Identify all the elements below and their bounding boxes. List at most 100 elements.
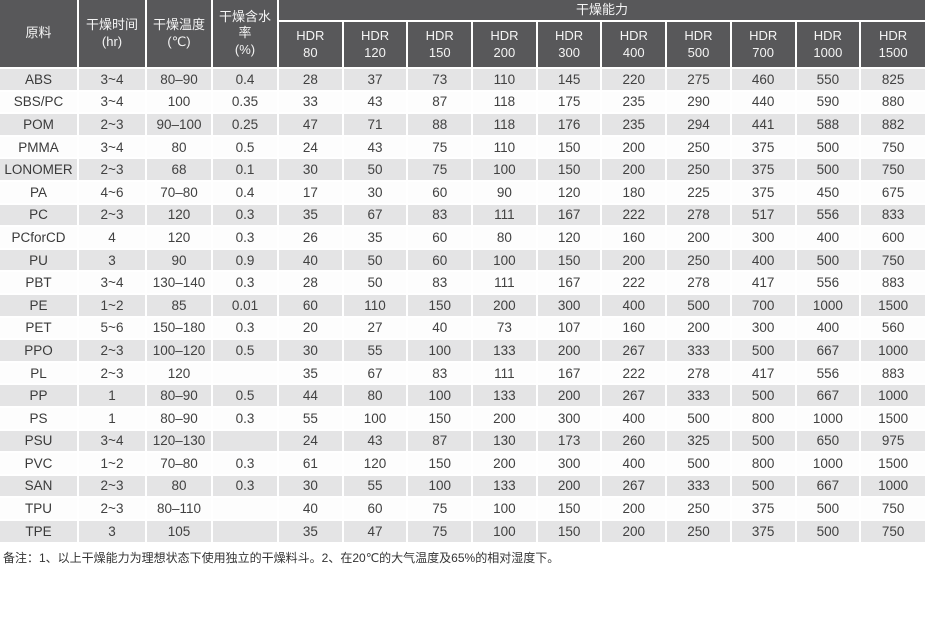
value-cell: 150 bbox=[535, 496, 603, 521]
value-cell: 111 bbox=[471, 270, 538, 295]
value-cell: 1500 bbox=[859, 292, 925, 318]
value-cell: 0.01 bbox=[211, 292, 279, 318]
value-cell: 667 bbox=[794, 473, 862, 499]
value-cell: 882 bbox=[859, 112, 925, 137]
value-cell: 44 bbox=[277, 383, 344, 408]
value-cell: 333 bbox=[665, 338, 732, 363]
value-cell: 3~4 bbox=[77, 89, 147, 115]
value-cell: 4 bbox=[77, 225, 147, 250]
value-cell: 120 bbox=[145, 202, 213, 228]
value-cell: 83 bbox=[406, 202, 474, 228]
material-cell: ABS bbox=[0, 67, 79, 92]
value-cell: 0.3 bbox=[211, 315, 279, 341]
value-cell: 167 bbox=[535, 202, 603, 228]
value-cell: 200 bbox=[535, 383, 603, 408]
value-cell: 120 bbox=[535, 225, 603, 250]
value-cell: 0.3 bbox=[211, 473, 279, 499]
value-cell: 73 bbox=[471, 315, 538, 341]
table-row: PPO 2~3 100–120 0.5 30 55 100 133 200 267 333 500 66… bbox=[0, 338, 925, 363]
value-cell: 278 bbox=[665, 270, 732, 295]
value-cell: 225 bbox=[665, 179, 732, 205]
value-cell: 173 bbox=[535, 428, 603, 454]
col-header-material: 原料 bbox=[0, 0, 79, 69]
material-cell: PP bbox=[0, 383, 79, 408]
value-cell: 0.3 bbox=[211, 202, 279, 228]
value-cell: 120 bbox=[341, 451, 409, 476]
col-header-moisture: 干燥含水率 (%) bbox=[211, 0, 279, 69]
value-cell: 40 bbox=[277, 247, 344, 273]
value-cell: 150 bbox=[535, 247, 603, 273]
value-cell: 100 bbox=[406, 383, 474, 408]
value-cell: 90 bbox=[145, 247, 213, 273]
col-header-hdr-4: HDR 200 bbox=[471, 20, 538, 69]
value-cell: 0.5 bbox=[211, 383, 279, 408]
value-cell: 400 bbox=[794, 225, 862, 250]
value-cell: 40 bbox=[406, 315, 474, 341]
value-cell: 0.35 bbox=[211, 89, 279, 115]
value-cell: 460 bbox=[729, 67, 797, 92]
value-cell: 517 bbox=[729, 202, 797, 228]
table-row: PC 2~3 120 0.3 35 67 83 111 167 222 278 517 556 833 bbox=[0, 202, 925, 228]
value-cell: 120–130 bbox=[145, 428, 213, 454]
value-cell: 375 bbox=[729, 496, 797, 521]
value-cell: 80–110 bbox=[145, 496, 213, 521]
value-cell: 0.5 bbox=[211, 134, 279, 160]
value-cell: 73 bbox=[406, 67, 474, 92]
value-cell: 100–120 bbox=[145, 338, 213, 363]
value-cell: 133 bbox=[471, 473, 538, 499]
value-cell: 3~4 bbox=[77, 67, 147, 92]
value-cell: 600 bbox=[859, 225, 925, 250]
table-row: SBS/PC 3~4 100 0.35 33 43 87 118 175 235 290 440 590… bbox=[0, 89, 925, 115]
header-hdr-row: HDR 80 HDR 120 HDR 150 HDR 200 HDR 300 HDR 40… bbox=[0, 20, 925, 69]
value-cell: 560 bbox=[859, 315, 925, 341]
value-cell: 150–180 bbox=[145, 315, 213, 341]
value-cell: 500 bbox=[729, 383, 797, 408]
value-cell: 550 bbox=[794, 67, 862, 92]
value-cell: 55 bbox=[277, 405, 344, 431]
value-cell: 28 bbox=[277, 270, 344, 295]
value-cell: 100 bbox=[471, 496, 538, 521]
value-cell: 83 bbox=[406, 360, 474, 386]
col-header-hdr-6: HDR 400 bbox=[600, 20, 668, 69]
value-cell: 300 bbox=[535, 292, 603, 318]
value-cell: 130 bbox=[471, 428, 538, 454]
value-cell: 3 bbox=[77, 518, 147, 544]
value-cell: 105 bbox=[145, 518, 213, 544]
value-cell: 500 bbox=[665, 405, 732, 431]
table-row: SAN 2~3 80 0.3 30 55 100 133 200 267 333 500 667 1000 bbox=[0, 473, 925, 499]
value-cell: 83 bbox=[406, 270, 474, 295]
value-cell: 278 bbox=[665, 202, 732, 228]
value-cell: 150 bbox=[535, 518, 603, 544]
value-cell: 43 bbox=[341, 428, 409, 454]
material-cell: PS bbox=[0, 405, 79, 431]
value-cell: 417 bbox=[729, 360, 797, 386]
material-cell: PE bbox=[0, 292, 79, 318]
value-cell: 1000 bbox=[859, 473, 925, 499]
value-cell: 667 bbox=[794, 383, 862, 408]
value-cell: 30 bbox=[277, 473, 344, 499]
value-cell: 35 bbox=[277, 360, 344, 386]
value-cell: 100 bbox=[406, 473, 474, 499]
value-cell: 150 bbox=[535, 157, 603, 182]
value-cell: 80 bbox=[471, 225, 538, 250]
table-row: PVC 1~2 70–80 0.3 61 120 150 200 300 400 500 800 100… bbox=[0, 451, 925, 476]
table-row: PS 1 80–90 0.3 55 100 150 200 300 400 500 800 1000 15… bbox=[0, 405, 925, 431]
value-cell: 80–90 bbox=[145, 383, 213, 408]
value-cell: 1000 bbox=[859, 338, 925, 363]
value-cell: 2~3 bbox=[77, 112, 147, 137]
material-cell: LONOMER bbox=[0, 157, 79, 182]
material-cell: PCforCD bbox=[0, 225, 79, 250]
value-cell: 167 bbox=[535, 360, 603, 386]
value-cell: 200 bbox=[600, 496, 668, 521]
value-cell: 750 bbox=[859, 247, 925, 273]
value-cell: 825 bbox=[859, 67, 925, 92]
value-cell: 267 bbox=[600, 338, 668, 363]
col-header-hdr-1: HDR 80 bbox=[277, 20, 344, 69]
value-cell: 556 bbox=[794, 202, 862, 228]
value-cell: 30 bbox=[277, 338, 344, 363]
value-cell: 1500 bbox=[859, 405, 925, 431]
value-cell: 80 bbox=[145, 134, 213, 160]
value-cell: 883 bbox=[859, 360, 925, 386]
value-cell: 24 bbox=[277, 428, 344, 454]
